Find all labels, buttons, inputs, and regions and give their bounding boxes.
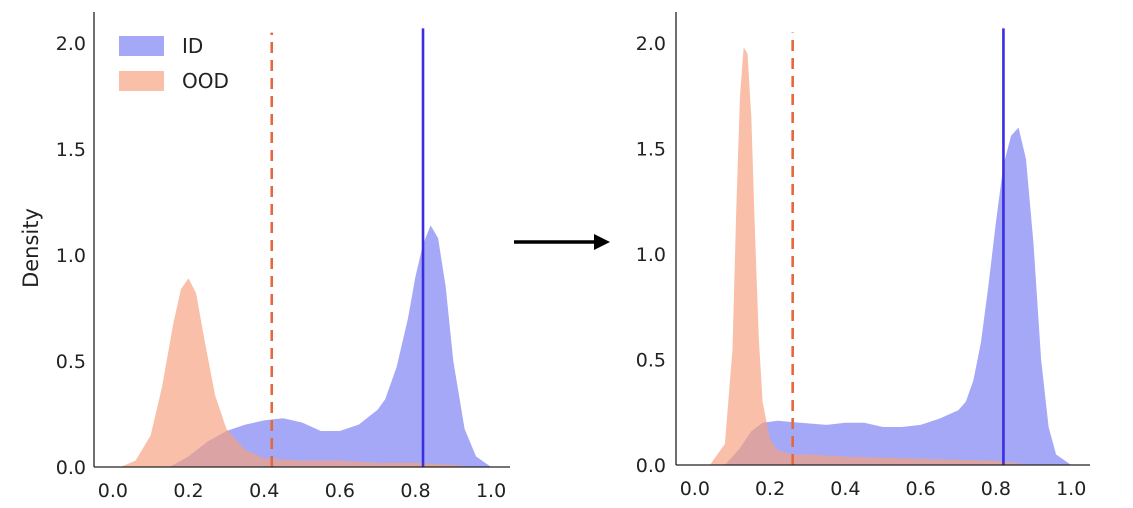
- y-tick-label: 1.5: [56, 139, 86, 161]
- y-tick-label: 2.0: [636, 33, 666, 55]
- density-area-id: [724, 127, 1072, 465]
- density-area-ood: [709, 47, 1034, 466]
- x-tick-label: 0.6: [906, 478, 936, 500]
- y-tick-label: 2.0: [56, 33, 86, 55]
- y-axis-label: Density: [19, 208, 43, 288]
- y-tick-label: 0.5: [636, 350, 666, 372]
- y-tick-label: 1.0: [636, 244, 666, 266]
- x-tick-label: 0.0: [680, 478, 710, 500]
- y-tick-label: 0.0: [636, 455, 666, 477]
- transition-arrow: [514, 234, 610, 250]
- right-density-plot: 0.0 0.2 0.4 0.6 0.8 1.0 0.0 0.5 1.0 1.5 2.0: [636, 12, 1090, 500]
- x-tick-label: 0.6: [325, 480, 355, 502]
- left-density-plot: 0.0 0.2 0.4 0.6 0.8 1.0 0.0 0.5 1.0 1.5 2.0: [56, 12, 510, 502]
- density-area-id: [169, 225, 492, 467]
- y-tick-label: 0.0: [56, 457, 86, 479]
- x-tick-label: 0.4: [249, 480, 279, 502]
- arrow-head: [594, 234, 610, 250]
- x-tick-label: 1.0: [476, 480, 506, 502]
- legend-label-id: ID: [182, 34, 203, 58]
- x-tick-label: 0.2: [755, 478, 785, 500]
- x-tick-label: 1.0: [1056, 478, 1086, 500]
- y-tick-label: 0.5: [56, 351, 86, 373]
- x-tick-label: 0.4: [830, 478, 860, 500]
- legend-swatch-id: [119, 36, 164, 56]
- legend: ID OOD: [119, 34, 229, 93]
- x-tick-label: 0.8: [400, 480, 430, 502]
- legend-swatch-ood: [119, 71, 164, 91]
- x-tick-label: 0.8: [981, 478, 1011, 500]
- x-tick-label: 0.0: [98, 480, 128, 502]
- x-tick-label: 0.2: [173, 480, 203, 502]
- y-tick-label: 1.0: [56, 245, 86, 267]
- legend-label-ood: OOD: [182, 69, 229, 93]
- density-area-ood: [120, 278, 473, 467]
- y-tick-label: 1.5: [636, 139, 666, 161]
